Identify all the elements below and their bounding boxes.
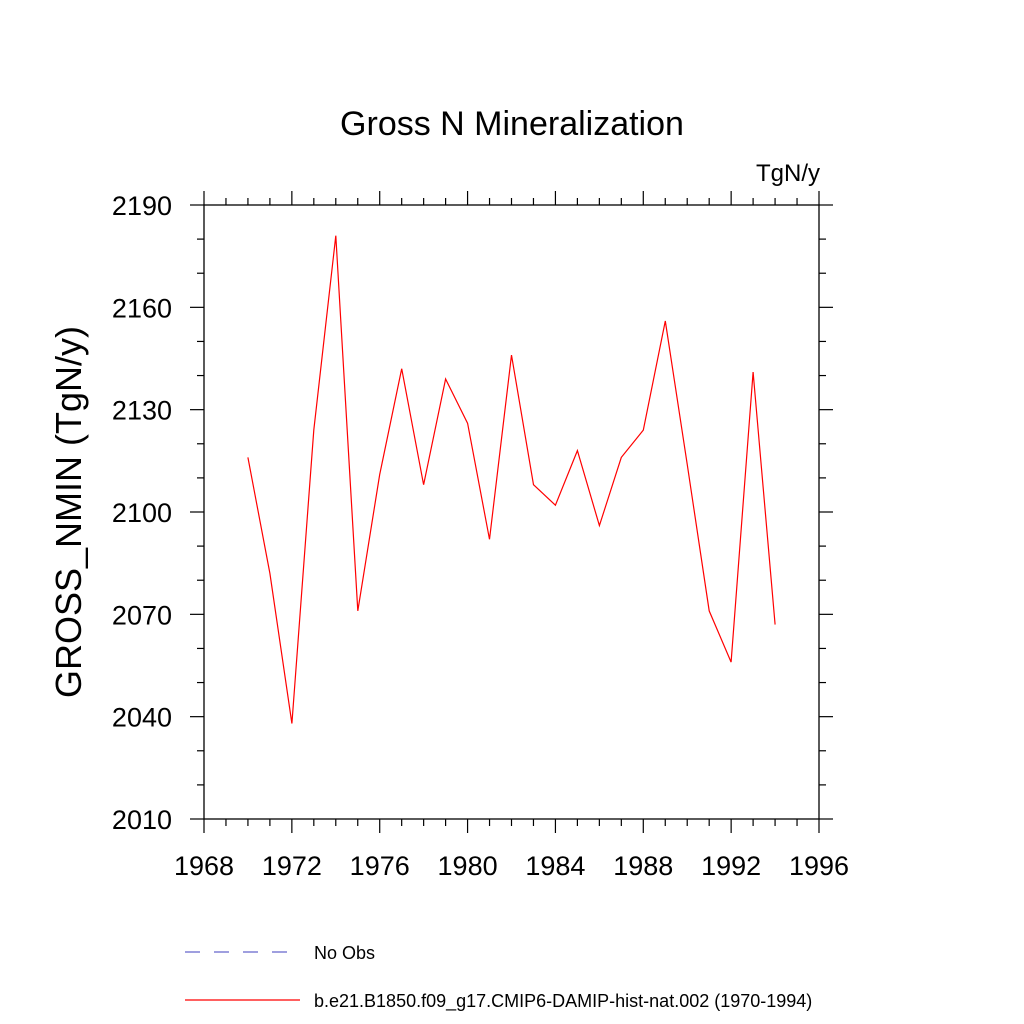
- x-tick-label: 1972: [262, 851, 322, 881]
- legend-label: No Obs: [314, 943, 375, 963]
- y-tick-label: 2130: [112, 396, 172, 426]
- series-line: [247, 235, 776, 724]
- plot-area: [247, 235, 776, 724]
- units-label: TgN/y: [756, 160, 820, 187]
- y-tick-label: 2190: [112, 191, 172, 221]
- y-tick-label: 2100: [112, 498, 172, 528]
- x-tick-label: 1968: [174, 851, 234, 881]
- x-tick-label: 1996: [789, 851, 849, 881]
- x-tick-label: 1976: [350, 851, 410, 881]
- x-tick-label: 1988: [613, 851, 673, 881]
- y-tick-label: 2010: [112, 805, 172, 835]
- x-tick-label: 1992: [701, 851, 761, 881]
- y-tick-label: 2040: [112, 703, 172, 733]
- y-tick-label: 2070: [112, 600, 172, 630]
- x-tick-label: 1984: [525, 851, 585, 881]
- y-tick-label: 2160: [112, 293, 172, 323]
- chart-title: Gross N Mineralization: [340, 105, 684, 143]
- axis-ticks: 1968 1972 1976 1980 1984 1988 1992 1996 2010 2040…: [112, 191, 849, 881]
- legend: No Obs b.e21.B1850.f09_g17.CMIP6-DAMIP-hi…: [185, 943, 812, 1012]
- plot-frame: [203, 204, 820, 820]
- y-axis-label: GROSS_NMIN (TgN/y): [48, 326, 89, 698]
- legend-label: b.e21.B1850.f09_g17.CMIP6-DAMIP-hist-nat…: [314, 991, 812, 1012]
- x-tick-label: 1980: [438, 851, 498, 881]
